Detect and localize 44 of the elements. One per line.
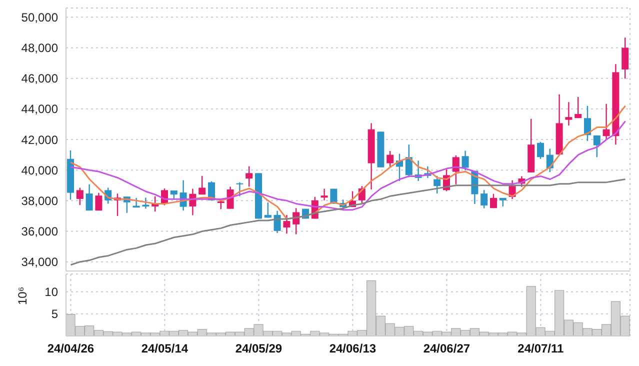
candlestick [236,182,244,197]
candlestick [434,175,441,194]
candlestick [292,208,300,235]
candlestick [386,150,394,168]
y-tick-label: 40,000 [21,163,58,178]
candlestick [537,141,544,160]
y-tick-label: 38,000 [21,194,58,208]
candlestick [405,144,412,178]
candlestick [602,103,610,140]
y-tick-label: 50,000 [21,10,58,24]
y-tick-label: 10 [44,284,58,299]
candlestick [320,188,328,201]
candlestick [574,96,582,119]
candlestick [246,166,253,188]
y-tick-label: 48,000 [21,41,58,56]
y-axis-title: 10⁶ [15,286,30,305]
candlestick [95,192,102,212]
x-tick-label: 24/07/11 [518,342,564,356]
y-tick-label: 46,000 [21,72,58,86]
x-tick-label: 24/05/14 [141,342,188,356]
candlestick [283,214,290,234]
y-tick-label: 44,000 [21,102,58,116]
candlestick [565,101,572,126]
y-tick-label: 36,000 [21,224,58,239]
x-tick-label: 24/06/27 [423,342,470,356]
candlestick [198,175,206,196]
candlestick [142,197,150,210]
candlestick [274,210,281,234]
x-tick-label: 24/06/13 [329,342,376,356]
candlestick [86,184,93,212]
candlestick [76,187,84,206]
candlestick [490,193,497,209]
y-tick-label: 42,000 [21,132,58,147]
x-tick-label: 24/05/29 [235,342,282,356]
candlestick [584,105,591,142]
candlestick [593,134,600,158]
candlestick [480,189,488,209]
candlestick [264,202,272,218]
candlestick [452,154,460,185]
y-tick-label: 5 [51,307,58,322]
candlestick [622,36,629,80]
x-tick-label: 24/04/26 [47,342,94,356]
y-tick-label: 34,000 [21,255,58,270]
candlestick [462,150,469,171]
